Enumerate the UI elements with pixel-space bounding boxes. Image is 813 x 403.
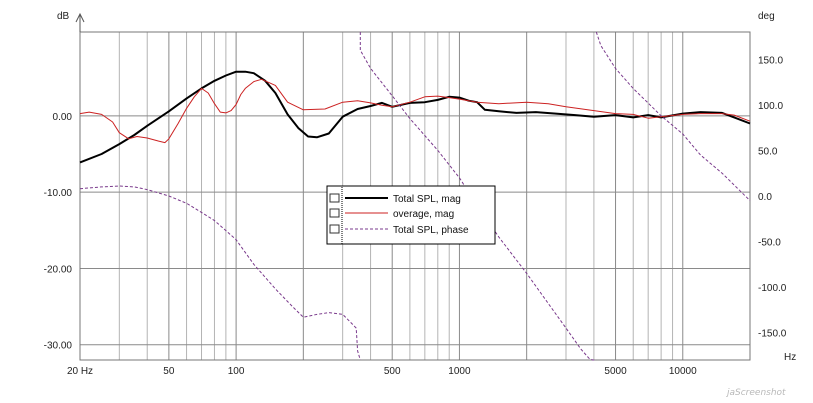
series-total-spl-phase — [79, 31, 751, 361]
y-left-unit: dB — [57, 11, 70, 22]
series-overage-mag — [79, 78, 751, 144]
y-left-tick-label: -20.00 — [44, 264, 73, 275]
x-tick-label: 1000 — [448, 366, 471, 377]
series-layer — [79, 31, 751, 361]
legend-checkbox-total-mag[interactable] — [329, 193, 340, 203]
y-right-tick-label: -100.0 — [758, 283, 787, 294]
y-right-tick-label: -150.0 — [758, 329, 787, 340]
watermark: jaScreenshot — [725, 388, 786, 398]
legend-box — [326, 185, 496, 245]
x-tick-label: 50 — [163, 366, 175, 377]
x-tick-label: 20 Hz — [67, 366, 93, 377]
x-tick-label: 100 — [228, 366, 245, 377]
y-left-tick-label: 0.00 — [53, 112, 73, 123]
x-tick-label: 10000 — [669, 366, 697, 377]
legend-left-strip — [326, 185, 343, 245]
legend-label-total-mag: Total SPL, mag — [393, 194, 461, 205]
legend: Total SPL, mag overage, mag Total SPL, p… — [326, 185, 496, 245]
y-right-tick-label: 50.0 — [758, 146, 778, 157]
series-total-spl-mag — [79, 70, 751, 164]
legend-label-total-phase: Total SPL, phase — [393, 225, 469, 236]
x-tick-label: 500 — [384, 366, 401, 377]
y-right-tick-label: 0.0 — [758, 192, 772, 203]
y-right-unit: deg — [758, 11, 775, 22]
axis-labels: 0.00 -10.00 -20.00 -30.00 150.0 100.0 50.0 0.0 -… — [44, 11, 797, 377]
y-left-tick-label: -10.00 — [44, 188, 73, 199]
y-right-tick-label: 150.0 — [758, 55, 783, 66]
y-right-tick-label: 100.0 — [758, 101, 783, 112]
plot-frame — [79, 31, 751, 361]
legend-checkbox-total-phase[interactable] — [329, 224, 340, 234]
legend-checkbox-overage-mag[interactable] — [329, 208, 340, 218]
x-unit: Hz — [784, 352, 796, 363]
legend-label-overage-mag: overage, mag — [393, 209, 454, 220]
x-tick-label: 5000 — [604, 366, 627, 377]
y-left-tick-label: -30.00 — [44, 341, 73, 352]
y-right-tick-label: -50.0 — [758, 238, 781, 249]
